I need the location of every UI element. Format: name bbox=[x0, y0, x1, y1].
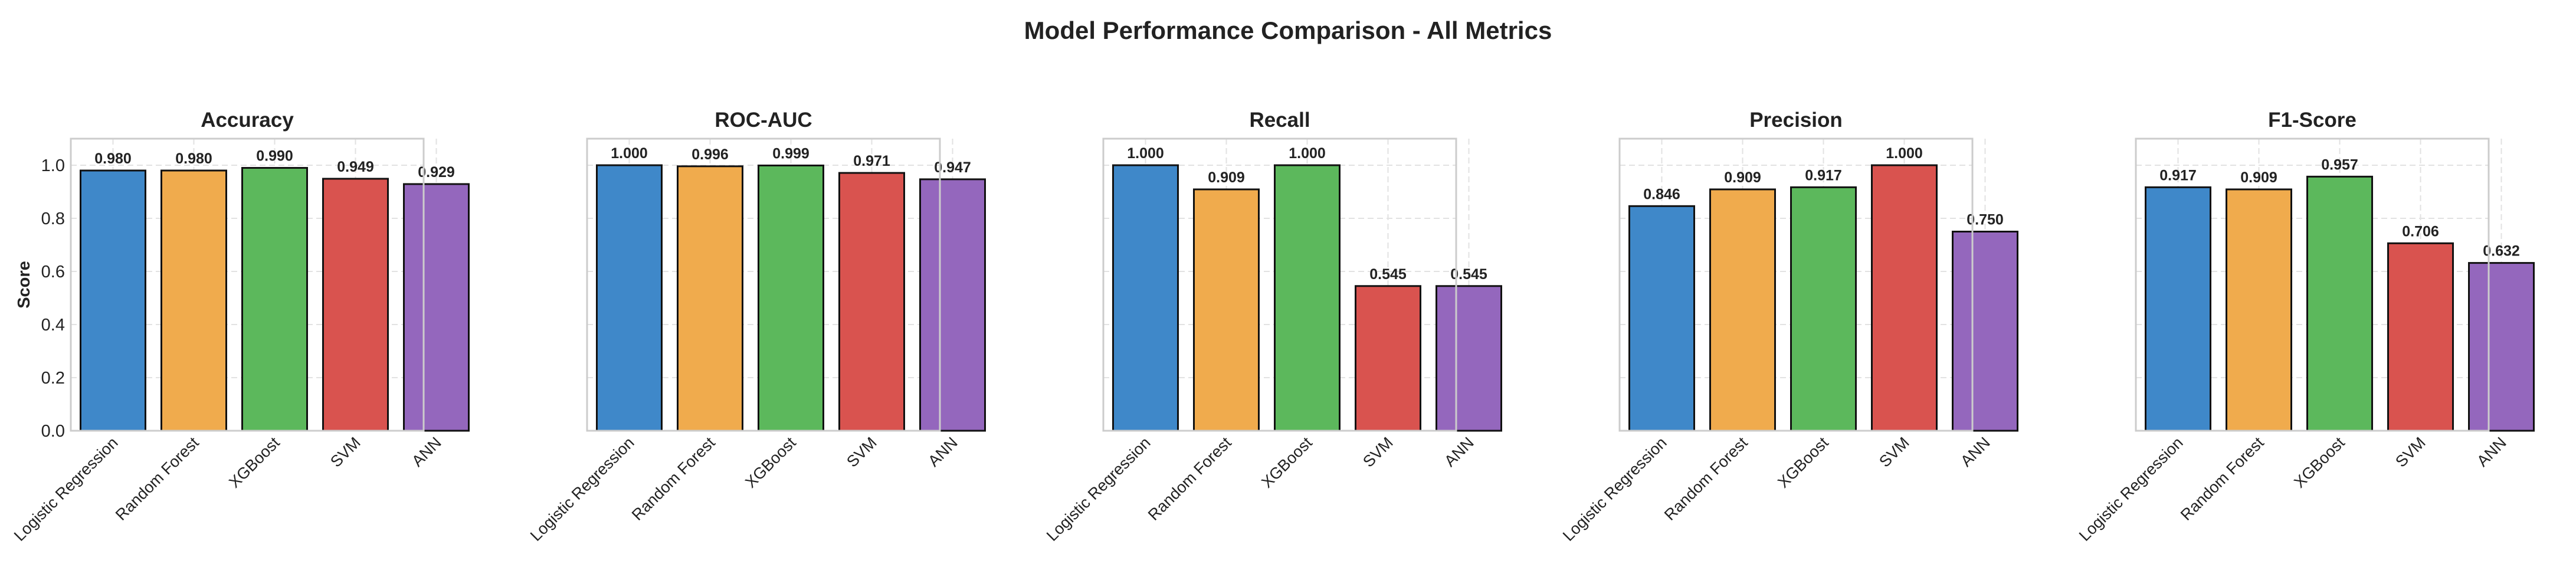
roc-auc-title: ROC-AUC bbox=[715, 109, 812, 132]
f1-score-title: F1-Score bbox=[2268, 109, 2357, 132]
recall-bar-0 bbox=[1112, 164, 1179, 432]
f1-score-bar-4 bbox=[2468, 262, 2535, 432]
accuracy-ytick-2: 0.4 bbox=[41, 316, 65, 335]
recall-bar-1 bbox=[1193, 188, 1260, 432]
accuracy-bar-3 bbox=[322, 178, 389, 432]
recall-axes-frame bbox=[1102, 137, 1457, 432]
accuracy-bar-1 bbox=[160, 169, 227, 432]
precision-value-label-1: 0.909 bbox=[1724, 169, 1761, 186]
f1-score-value-label-2: 0.957 bbox=[2321, 156, 2358, 173]
accuracy-value-label-0: 0.980 bbox=[94, 150, 132, 167]
recall-xtick-0: Logistic Regression bbox=[1043, 434, 1154, 545]
accuracy-bar-4 bbox=[403, 183, 470, 432]
precision-value-label-3: 1.000 bbox=[1886, 145, 1923, 162]
f1-score-value-label-1: 0.909 bbox=[2240, 169, 2277, 186]
accuracy-xtick-1: Random Forest bbox=[112, 434, 202, 524]
roc-auc-xtick-0: Logistic Regression bbox=[527, 434, 638, 545]
roc-auc-bar-0 bbox=[596, 164, 663, 432]
accuracy-value-label-3: 0.949 bbox=[337, 159, 374, 175]
recall-bar-4 bbox=[1436, 285, 1502, 432]
recall-value-label-3: 0.545 bbox=[1369, 266, 1407, 283]
accuracy-ytick-3: 0.6 bbox=[41, 263, 65, 281]
recall-value-label-2: 1.000 bbox=[1289, 145, 1326, 162]
precision-title: Precision bbox=[1749, 109, 1843, 132]
precision-bar-2 bbox=[1790, 186, 1857, 432]
f1-score-xtick-3: SVM bbox=[2392, 434, 2429, 471]
recall-value-label-1: 0.909 bbox=[1208, 169, 1245, 186]
roc-auc-xtick-3: SVM bbox=[843, 434, 880, 471]
roc-auc-value-label-3: 0.971 bbox=[853, 153, 890, 169]
accuracy-value-label-2: 0.990 bbox=[256, 148, 293, 165]
accuracy-axes-frame bbox=[70, 137, 425, 432]
roc-auc-xtick-2: XGBoost bbox=[742, 434, 799, 492]
precision-xtick-2: XGBoost bbox=[1774, 434, 1832, 492]
accuracy-bar-2 bbox=[241, 167, 308, 432]
recall-title: Recall bbox=[1249, 109, 1310, 132]
precision-xtick-1: Random Forest bbox=[1661, 434, 1751, 524]
accuracy-xtick-2: XGBoost bbox=[225, 434, 283, 492]
roc-auc-bar-1 bbox=[677, 165, 743, 432]
accuracy-title: Accuracy bbox=[201, 109, 294, 132]
accuracy-xtick-0: Logistic Regression bbox=[11, 434, 122, 545]
roc-auc-value-label-2: 0.999 bbox=[772, 145, 809, 162]
accuracy-ytick-0: 0.0 bbox=[41, 422, 65, 441]
figure-title: Model Performance Comparison - All Metri… bbox=[1024, 17, 1552, 44]
f1-score-xtick-4: ANN bbox=[2473, 434, 2510, 470]
f1-score-bar-3 bbox=[2387, 242, 2454, 432]
accuracy-ylabel: Score bbox=[15, 261, 34, 309]
roc-auc-value-label-1: 0.996 bbox=[691, 146, 729, 163]
roc-auc-value-label-0: 1.000 bbox=[611, 145, 648, 162]
f1-score-xtick-1: Random Forest bbox=[2177, 434, 2267, 524]
roc-auc-axes-frame bbox=[586, 137, 941, 432]
precision-bar-4 bbox=[1952, 231, 2018, 432]
recall-value-label-0: 1.000 bbox=[1127, 145, 1164, 162]
accuracy-ytick-4: 0.8 bbox=[41, 209, 65, 228]
f1-score-value-label-3: 0.706 bbox=[2402, 223, 2439, 240]
accuracy-value-label-1: 0.980 bbox=[175, 150, 212, 167]
precision-axes-frame bbox=[1618, 137, 1974, 432]
roc-auc-bar-4 bbox=[919, 178, 986, 432]
f1-score-axes-frame bbox=[2135, 137, 2490, 432]
recall-xtick-1: Random Forest bbox=[1145, 434, 1235, 524]
f1-score-xtick-0: Logistic Regression bbox=[2076, 434, 2187, 545]
accuracy-ytick-1: 0.2 bbox=[41, 369, 65, 388]
f1-score-xtick-2: XGBoost bbox=[2290, 434, 2348, 492]
roc-auc-xtick-1: Random Forest bbox=[628, 434, 719, 524]
recall-xtick-4: ANN bbox=[1441, 434, 1477, 470]
accuracy-bar-0 bbox=[80, 169, 146, 432]
recall-xtick-3: SVM bbox=[1359, 434, 1397, 471]
precision-value-label-2: 0.917 bbox=[1805, 167, 1842, 184]
recall-bar-2 bbox=[1274, 164, 1341, 432]
accuracy-xtick-3: SVM bbox=[327, 434, 364, 471]
precision-xtick-4: ANN bbox=[1957, 434, 1994, 470]
f1-score-bar-0 bbox=[2145, 186, 2211, 432]
precision-xtick-3: SVM bbox=[1876, 434, 1913, 471]
roc-auc-bar-3 bbox=[838, 172, 905, 432]
precision-bar-1 bbox=[1709, 188, 1776, 432]
f1-score-bar-2 bbox=[2306, 175, 2373, 432]
recall-bar-3 bbox=[1355, 285, 1421, 432]
f1-score-bar-1 bbox=[2226, 188, 2292, 432]
f1-score-value-label-0: 0.917 bbox=[2159, 167, 2197, 184]
precision-xtick-0: Logistic Regression bbox=[1559, 434, 1670, 545]
recall-xtick-2: XGBoost bbox=[1258, 434, 1316, 492]
accuracy-xtick-4: ANN bbox=[408, 434, 445, 470]
roc-auc-bar-2 bbox=[758, 164, 824, 432]
precision-bar-0 bbox=[1628, 205, 1695, 432]
precision-bar-3 bbox=[1871, 164, 1938, 432]
roc-auc-xtick-4: ANN bbox=[925, 434, 961, 470]
accuracy-ytick-5: 1.0 bbox=[41, 156, 65, 175]
precision-value-label-0: 0.846 bbox=[1643, 186, 1680, 202]
